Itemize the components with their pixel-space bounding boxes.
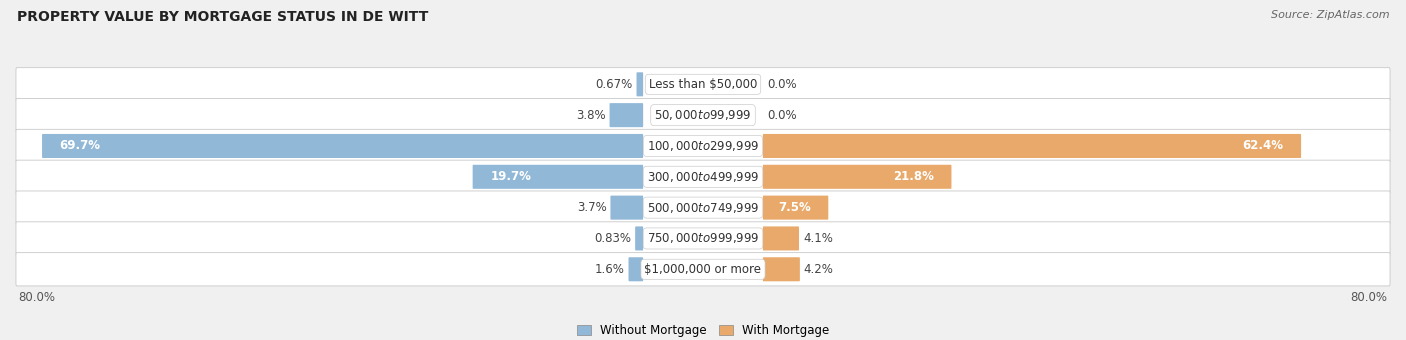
FancyBboxPatch shape	[763, 134, 1301, 158]
Text: 62.4%: 62.4%	[1243, 139, 1284, 152]
Text: 1.6%: 1.6%	[595, 263, 624, 276]
Text: 4.1%: 4.1%	[803, 232, 832, 245]
Text: 19.7%: 19.7%	[491, 170, 531, 183]
FancyBboxPatch shape	[15, 160, 1391, 193]
FancyBboxPatch shape	[42, 134, 643, 158]
Text: PROPERTY VALUE BY MORTGAGE STATUS IN DE WITT: PROPERTY VALUE BY MORTGAGE STATUS IN DE …	[17, 10, 429, 24]
Text: 69.7%: 69.7%	[59, 139, 101, 152]
FancyBboxPatch shape	[636, 226, 643, 251]
Text: 4.2%: 4.2%	[804, 263, 834, 276]
FancyBboxPatch shape	[15, 129, 1391, 163]
FancyBboxPatch shape	[637, 72, 643, 96]
Text: 80.0%: 80.0%	[1351, 291, 1388, 305]
Text: 0.0%: 0.0%	[768, 78, 797, 91]
Text: 21.8%: 21.8%	[893, 170, 934, 183]
Text: $500,000 to $749,999: $500,000 to $749,999	[647, 201, 759, 215]
FancyBboxPatch shape	[15, 68, 1391, 101]
Text: Source: ZipAtlas.com: Source: ZipAtlas.com	[1271, 10, 1389, 20]
FancyBboxPatch shape	[15, 191, 1391, 224]
Text: 7.5%: 7.5%	[778, 201, 811, 214]
FancyBboxPatch shape	[763, 257, 800, 281]
FancyBboxPatch shape	[15, 99, 1391, 132]
FancyBboxPatch shape	[472, 165, 643, 189]
Text: $1,000,000 or more: $1,000,000 or more	[644, 263, 762, 276]
FancyBboxPatch shape	[763, 226, 799, 251]
Text: $750,000 to $999,999: $750,000 to $999,999	[647, 232, 759, 245]
FancyBboxPatch shape	[628, 257, 643, 281]
Text: $300,000 to $499,999: $300,000 to $499,999	[647, 170, 759, 184]
FancyBboxPatch shape	[15, 222, 1391, 255]
Text: 80.0%: 80.0%	[18, 291, 55, 305]
Text: 3.7%: 3.7%	[576, 201, 606, 214]
Text: $100,000 to $299,999: $100,000 to $299,999	[647, 139, 759, 153]
FancyBboxPatch shape	[610, 103, 643, 127]
Text: Less than $50,000: Less than $50,000	[648, 78, 758, 91]
FancyBboxPatch shape	[610, 195, 643, 220]
FancyBboxPatch shape	[763, 165, 952, 189]
Text: 0.67%: 0.67%	[595, 78, 633, 91]
Text: 0.83%: 0.83%	[595, 232, 631, 245]
Text: $50,000 to $99,999: $50,000 to $99,999	[654, 108, 752, 122]
Legend: Without Mortgage, With Mortgage: Without Mortgage, With Mortgage	[576, 324, 830, 337]
FancyBboxPatch shape	[15, 253, 1391, 286]
Text: 3.8%: 3.8%	[576, 109, 606, 122]
Text: 0.0%: 0.0%	[768, 109, 797, 122]
FancyBboxPatch shape	[763, 195, 828, 220]
